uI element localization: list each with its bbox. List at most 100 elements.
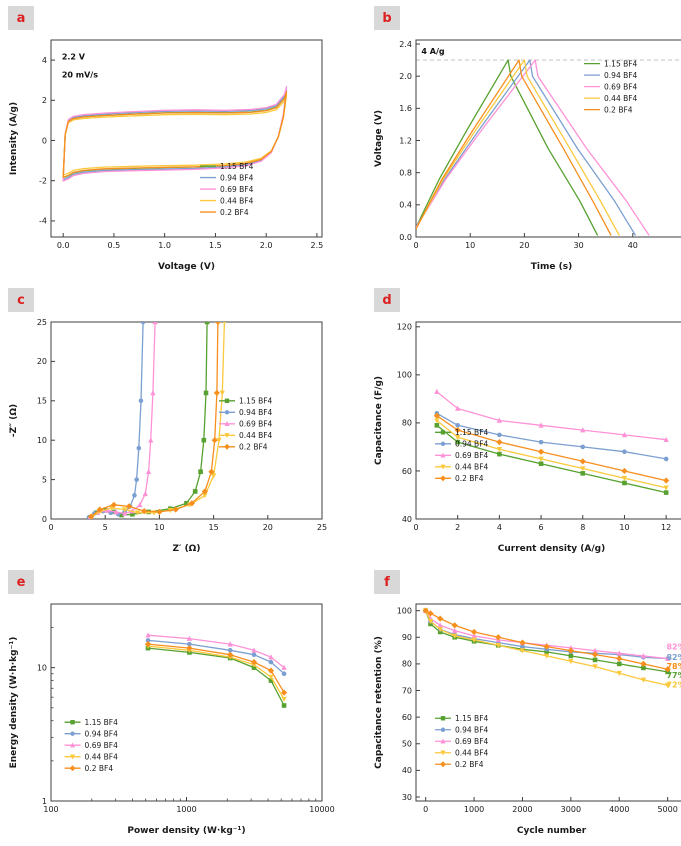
svg-text:5: 5 bbox=[42, 475, 47, 484]
svg-text:100: 100 bbox=[43, 805, 58, 814]
svg-text:70: 70 bbox=[402, 686, 412, 695]
svg-text:-4: -4 bbox=[39, 217, 47, 226]
svg-text:1.15 BF4: 1.15 BF4 bbox=[455, 714, 489, 723]
svg-text:15: 15 bbox=[209, 523, 219, 532]
svg-text:Voltage (V): Voltage (V) bbox=[158, 262, 215, 272]
svg-text:2: 2 bbox=[42, 96, 47, 105]
rate-capability-chart: 0 2 4 6 8 10 12 40 60 80 100 120 Current density (A/… bbox=[374, 321, 681, 554]
svg-text:0.94 BF4: 0.94 BF4 bbox=[85, 729, 119, 738]
svg-text:1.15 BF4: 1.15 BF4 bbox=[85, 718, 119, 727]
svg-text:30: 30 bbox=[402, 793, 412, 802]
svg-text:0.2 BF4: 0.2 BF4 bbox=[85, 764, 114, 773]
svg-text:82%: 82% bbox=[666, 653, 681, 662]
svg-text:0.69 BF4: 0.69 BF4 bbox=[604, 82, 638, 91]
svg-text:1.0: 1.0 bbox=[158, 241, 171, 250]
svg-text:1.15 BF4: 1.15 BF4 bbox=[220, 162, 254, 171]
svg-text:2.0: 2.0 bbox=[399, 72, 412, 81]
svg-text:Voltage (V): Voltage (V) bbox=[374, 110, 384, 167]
svg-text:0.94 BF4: 0.94 BF4 bbox=[239, 408, 273, 417]
svg-text:0.94 BF4: 0.94 BF4 bbox=[455, 440, 489, 449]
svg-text:2: 2 bbox=[455, 523, 460, 532]
svg-text:1.15 BF4: 1.15 BF4 bbox=[455, 428, 489, 437]
svg-text:Capacitance (F/g): Capacitance (F/g) bbox=[374, 376, 384, 465]
svg-text:120: 120 bbox=[397, 323, 412, 332]
svg-text:12: 12 bbox=[661, 523, 671, 532]
svg-text:1.15 BF4: 1.15 BF4 bbox=[604, 59, 638, 68]
svg-text:0.69 BF4: 0.69 BF4 bbox=[455, 737, 489, 746]
ragone-chart: 100 1000 10000 1 10 Power density (W·kg⁻¹) Ene… bbox=[9, 603, 335, 836]
svg-text:0.69 BF4: 0.69 BF4 bbox=[85, 741, 119, 750]
svg-text:0.69 BF4: 0.69 BF4 bbox=[220, 185, 254, 194]
svg-text:0.44 BF4: 0.44 BF4 bbox=[604, 94, 638, 103]
svg-text:4: 4 bbox=[497, 523, 502, 532]
svg-text:1.15 BF4: 1.15 BF4 bbox=[239, 397, 273, 406]
svg-text:15: 15 bbox=[37, 397, 47, 406]
svg-text:0: 0 bbox=[48, 523, 53, 532]
svg-text:40: 40 bbox=[402, 766, 412, 775]
svg-text:1.5: 1.5 bbox=[209, 241, 222, 250]
svg-text:-2: -2 bbox=[39, 177, 47, 186]
panel-f-label: f bbox=[374, 570, 400, 594]
svg-text:90: 90 bbox=[402, 633, 412, 642]
svg-text:40: 40 bbox=[402, 515, 412, 524]
svg-text:0.8: 0.8 bbox=[399, 168, 412, 177]
panel-d-label: d bbox=[374, 288, 400, 312]
svg-text:1000: 1000 bbox=[464, 805, 484, 814]
svg-text:2.0: 2.0 bbox=[260, 241, 273, 250]
svg-text:4 A/g: 4 A/g bbox=[421, 47, 444, 56]
nyquist-chart: 0 5 10 15 20 25 0 5 10 15 20 25 Z′ (Ω) -Z″ (Ω) 1.15 BF… bbox=[9, 318, 327, 554]
panel-c: c 0 5 10 15 20 25 0 5 10 15 20 25 Z′ (Ω) -Z″ (Ω) 1.15 … bbox=[0, 282, 340, 564]
svg-text:8: 8 bbox=[580, 523, 585, 532]
svg-text:100: 100 bbox=[397, 371, 412, 380]
panel-d: d 0 2 4 6 8 10 12 40 60 80 100 120 Current density (… bbox=[340, 282, 681, 564]
svg-text:30: 30 bbox=[574, 241, 584, 250]
svg-text:0.69 BF4: 0.69 BF4 bbox=[455, 451, 489, 460]
svg-text:80: 80 bbox=[402, 660, 412, 669]
svg-text:20: 20 bbox=[37, 357, 47, 366]
svg-text:0.4: 0.4 bbox=[399, 201, 412, 210]
svg-text:82%: 82% bbox=[666, 642, 681, 651]
svg-text:0.2 BF4: 0.2 BF4 bbox=[239, 443, 268, 452]
svg-text:25: 25 bbox=[37, 318, 47, 327]
svg-text:2.4: 2.4 bbox=[399, 40, 412, 49]
svg-text:0.94 BF4: 0.94 BF4 bbox=[604, 71, 638, 80]
svg-text:20: 20 bbox=[263, 523, 273, 532]
svg-text:10: 10 bbox=[154, 523, 164, 532]
cycling-stability-chart: 0 1000 2000 3000 4000 5000 30 40 50 60 70 80 90 100 Cy… bbox=[374, 603, 681, 836]
svg-text:20 mV/s: 20 mV/s bbox=[62, 70, 98, 79]
svg-text:60: 60 bbox=[402, 467, 412, 476]
svg-text:0: 0 bbox=[42, 136, 47, 145]
svg-text:10: 10 bbox=[465, 241, 475, 250]
svg-text:60: 60 bbox=[402, 713, 412, 722]
svg-text:4: 4 bbox=[42, 56, 47, 65]
svg-text:50: 50 bbox=[402, 740, 412, 749]
svg-text:0.69 BF4: 0.69 BF4 bbox=[239, 420, 273, 429]
panel-f: f 0 1000 2000 3000 4000 5000 30 40 50 60 70 80 90 100… bbox=[340, 564, 681, 846]
svg-text:72%: 72% bbox=[666, 681, 681, 690]
svg-text:5000: 5000 bbox=[657, 805, 677, 814]
svg-text:0.5: 0.5 bbox=[108, 241, 121, 250]
svg-text:0.0: 0.0 bbox=[399, 233, 412, 242]
svg-text:2.2 V: 2.2 V bbox=[62, 53, 86, 62]
svg-text:0.2 BF4: 0.2 BF4 bbox=[604, 105, 633, 114]
svg-text:4000: 4000 bbox=[609, 805, 629, 814]
svg-text:0.44 BF4: 0.44 BF4 bbox=[455, 748, 489, 757]
panel-c-label: c bbox=[8, 288, 34, 312]
svg-text:0.94 BF4: 0.94 BF4 bbox=[455, 725, 489, 734]
svg-text:6: 6 bbox=[539, 523, 544, 532]
svg-text:0.0: 0.0 bbox=[57, 241, 70, 250]
svg-text:80: 80 bbox=[402, 419, 412, 428]
svg-text:3000: 3000 bbox=[561, 805, 581, 814]
panel-a-label: a bbox=[8, 6, 34, 30]
svg-text:0: 0 bbox=[413, 523, 418, 532]
svg-text:Capacitance retention (%): Capacitance retention (%) bbox=[374, 636, 384, 769]
svg-text:10: 10 bbox=[37, 663, 47, 672]
panel-b-label: b bbox=[374, 6, 400, 30]
svg-text:Current density (A/g): Current density (A/g) bbox=[498, 544, 605, 554]
svg-text:Time (s): Time (s) bbox=[531, 262, 572, 272]
svg-text:10: 10 bbox=[619, 523, 629, 532]
svg-text:0: 0 bbox=[423, 805, 428, 814]
